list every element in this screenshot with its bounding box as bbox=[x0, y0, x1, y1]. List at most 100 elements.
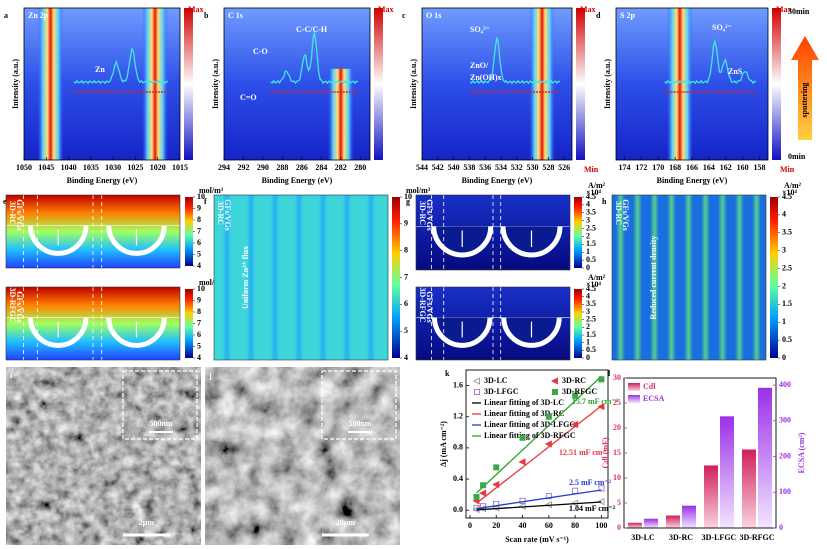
bar bbox=[682, 505, 696, 528]
y-tick-label: 0.4 bbox=[453, 474, 463, 483]
x-tick-label: 532 bbox=[511, 163, 523, 172]
data-point bbox=[493, 464, 500, 471]
inset-box bbox=[321, 370, 397, 440]
legend-label: Linear fitting of 3D-RFGC bbox=[484, 431, 576, 440]
substrate-label: GFs/VGs bbox=[425, 291, 434, 323]
peak-label: ZnO/ bbox=[470, 61, 489, 70]
y2-axis-label: ECSA (cm²) bbox=[797, 432, 806, 473]
time-label: 0min bbox=[788, 152, 806, 161]
x-tick-label: 280 bbox=[354, 163, 366, 172]
bar bbox=[720, 416, 734, 528]
stripe bbox=[342, 195, 352, 360]
stripe bbox=[270, 195, 280, 360]
bar bbox=[644, 518, 658, 528]
x-tick-label: 528 bbox=[542, 163, 554, 172]
y-tick-label: 5 bbox=[617, 498, 621, 507]
legend-symbol bbox=[552, 388, 559, 395]
x-tick-label: 284 bbox=[315, 163, 327, 172]
x-tick-label: 3D-RC bbox=[669, 533, 693, 542]
slope-label: 1.04 mF cm⁻² bbox=[569, 504, 616, 513]
colorbar-tick-label: 3 bbox=[586, 307, 590, 316]
data-point bbox=[598, 376, 605, 383]
x-tick-label: 1020 bbox=[150, 163, 166, 172]
y-tick-label: 15 bbox=[613, 448, 621, 457]
colorbar-label: Min bbox=[780, 165, 795, 174]
data-point bbox=[518, 458, 526, 466]
data-point bbox=[519, 434, 526, 441]
sample-label: 3D-RC bbox=[8, 201, 17, 225]
x-tick-label: 170 bbox=[652, 163, 664, 172]
colorbar-label: Max bbox=[776, 5, 792, 14]
frame bbox=[5, 286, 181, 361]
colorbar-tick-label: 2 bbox=[782, 281, 786, 290]
colorbar-multiplier: ×10⁴ bbox=[586, 188, 602, 197]
panel-letter: j bbox=[208, 371, 212, 380]
y-tick-label: 20 bbox=[613, 423, 621, 432]
legend-symbol bbox=[473, 388, 480, 395]
stripe bbox=[752, 195, 761, 360]
stripe bbox=[650, 195, 659, 360]
x-tick-label: 540 bbox=[448, 163, 460, 172]
slope-label: 12.51 mF cm⁻² bbox=[559, 448, 610, 457]
data-point bbox=[572, 487, 579, 494]
x-tick-label: 158 bbox=[754, 163, 766, 172]
colorbar-tick-label: 1.5 bbox=[586, 239, 596, 248]
colorbar-tick-label: 3 bbox=[782, 245, 786, 254]
stripe bbox=[701, 195, 710, 360]
inset-scale: 500nm bbox=[348, 419, 371, 428]
panel-title: Zn 2p bbox=[28, 11, 49, 20]
colorbar-tick-label: 4 bbox=[782, 210, 786, 219]
x-tick-label: 1050 bbox=[16, 163, 32, 172]
y2-tick-label: 100 bbox=[779, 487, 791, 496]
colorbar-tick-label: 7 bbox=[197, 226, 201, 235]
x-tick-label: 0 bbox=[468, 521, 472, 530]
inset-scale: 500nm bbox=[149, 419, 172, 428]
colorbar-tick-label: 4 bbox=[197, 353, 201, 362]
panel-letter: f bbox=[204, 197, 207, 206]
x-tick-label: 536 bbox=[479, 163, 491, 172]
legend-swatch bbox=[628, 383, 640, 391]
x-tick-label: 542 bbox=[432, 163, 444, 172]
data-point bbox=[473, 493, 480, 500]
sample-label: 3D-RC bbox=[418, 201, 427, 225]
x-tick-label: 168 bbox=[669, 163, 681, 172]
bar bbox=[628, 522, 642, 528]
x-tick-label: 288 bbox=[276, 163, 288, 172]
y-tick-label: 0 bbox=[617, 523, 621, 532]
x-tick-label: 100 bbox=[595, 521, 607, 530]
sample-label: 3D-RFGC bbox=[8, 287, 17, 322]
legend-label: Cdl bbox=[643, 382, 656, 391]
colorbar-tick-label: 3.5 bbox=[782, 228, 792, 237]
colorbar-tick-label: 10 bbox=[197, 192, 205, 201]
x-tick-label: 172 bbox=[635, 163, 647, 172]
panel-letter: b bbox=[204, 11, 209, 20]
colorbar bbox=[392, 197, 400, 358]
colorbar-tick-label: 3 bbox=[586, 215, 590, 224]
stripe bbox=[616, 195, 625, 360]
slope-label: 2.5 mF cm⁻² bbox=[569, 478, 612, 487]
data-point bbox=[545, 413, 552, 420]
colorbar-tick-label: 6 bbox=[197, 238, 201, 247]
colorbar-tick-label: 10 bbox=[197, 284, 205, 293]
frame bbox=[223, 7, 371, 161]
legend-label: Linear fitting of 3D-RC bbox=[484, 409, 565, 418]
electrode-arc bbox=[106, 225, 167, 256]
data-point bbox=[479, 489, 487, 497]
colorbar-unit: A/m² bbox=[588, 273, 606, 282]
sample-label: 3D-RC bbox=[614, 201, 623, 225]
substrate-label: GFs/VGs bbox=[223, 199, 232, 231]
arrow-label: sputtering bbox=[800, 82, 809, 117]
scale-label: 2μm bbox=[139, 518, 155, 527]
peak-label: C-O bbox=[253, 47, 268, 56]
panel-letter: l bbox=[608, 369, 611, 378]
colorbar-tick-label: 2 bbox=[586, 322, 590, 331]
panel-letter: g bbox=[406, 197, 410, 206]
colorbar-tick-label: 4.5 bbox=[782, 192, 792, 201]
colorbar-tick-label: 2.5 bbox=[586, 223, 596, 232]
plot-frame bbox=[465, 369, 609, 519]
x-axis-label: Binding Energy (eV) bbox=[262, 176, 333, 185]
colorbar-tick-label: 6 bbox=[197, 330, 201, 339]
fit-line bbox=[476, 489, 602, 510]
x-tick-label: 1040 bbox=[61, 163, 77, 172]
colorbar-unit: A/m² bbox=[784, 181, 802, 190]
